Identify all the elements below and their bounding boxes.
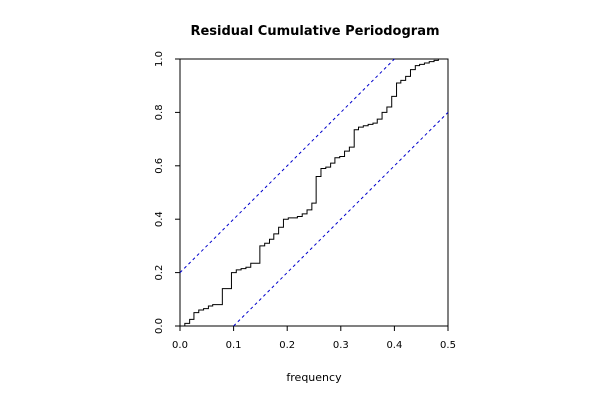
x-tick-label: 0.1 bbox=[226, 340, 242, 351]
y-tick-label: 1.0 bbox=[154, 51, 165, 67]
upper-confidence-line bbox=[179, 58, 395, 273]
plot-frame bbox=[179, 58, 449, 327]
x-tick-label: 0.0 bbox=[172, 340, 188, 351]
x-axis: 0.0 0.1 0.2 0.3 0.4 0.5 bbox=[172, 325, 456, 351]
x-tick-label: 0.5 bbox=[440, 340, 456, 351]
y-tick-label: 0.4 bbox=[154, 211, 165, 227]
series-layer bbox=[179, 58, 449, 327]
y-axis: 0.0 0.2 0.4 0.6 0.8 1.0 bbox=[154, 51, 181, 334]
y-tick-label: 0.2 bbox=[154, 265, 165, 281]
x-tick-label: 0.2 bbox=[279, 340, 295, 351]
y-tick-label: 0.0 bbox=[154, 318, 165, 334]
chart-title: Residual Cumulative Periodogram bbox=[190, 24, 439, 39]
periodogram-step-line bbox=[180, 58, 448, 327]
x-tick-label: 0.4 bbox=[386, 340, 402, 351]
y-tick-label: 0.6 bbox=[154, 158, 165, 174]
x-tick-label: 0.3 bbox=[333, 340, 349, 351]
lower-confidence-line bbox=[233, 112, 449, 327]
x-axis-label: frequency bbox=[286, 371, 342, 384]
y-tick-label: 0.8 bbox=[154, 104, 165, 120]
